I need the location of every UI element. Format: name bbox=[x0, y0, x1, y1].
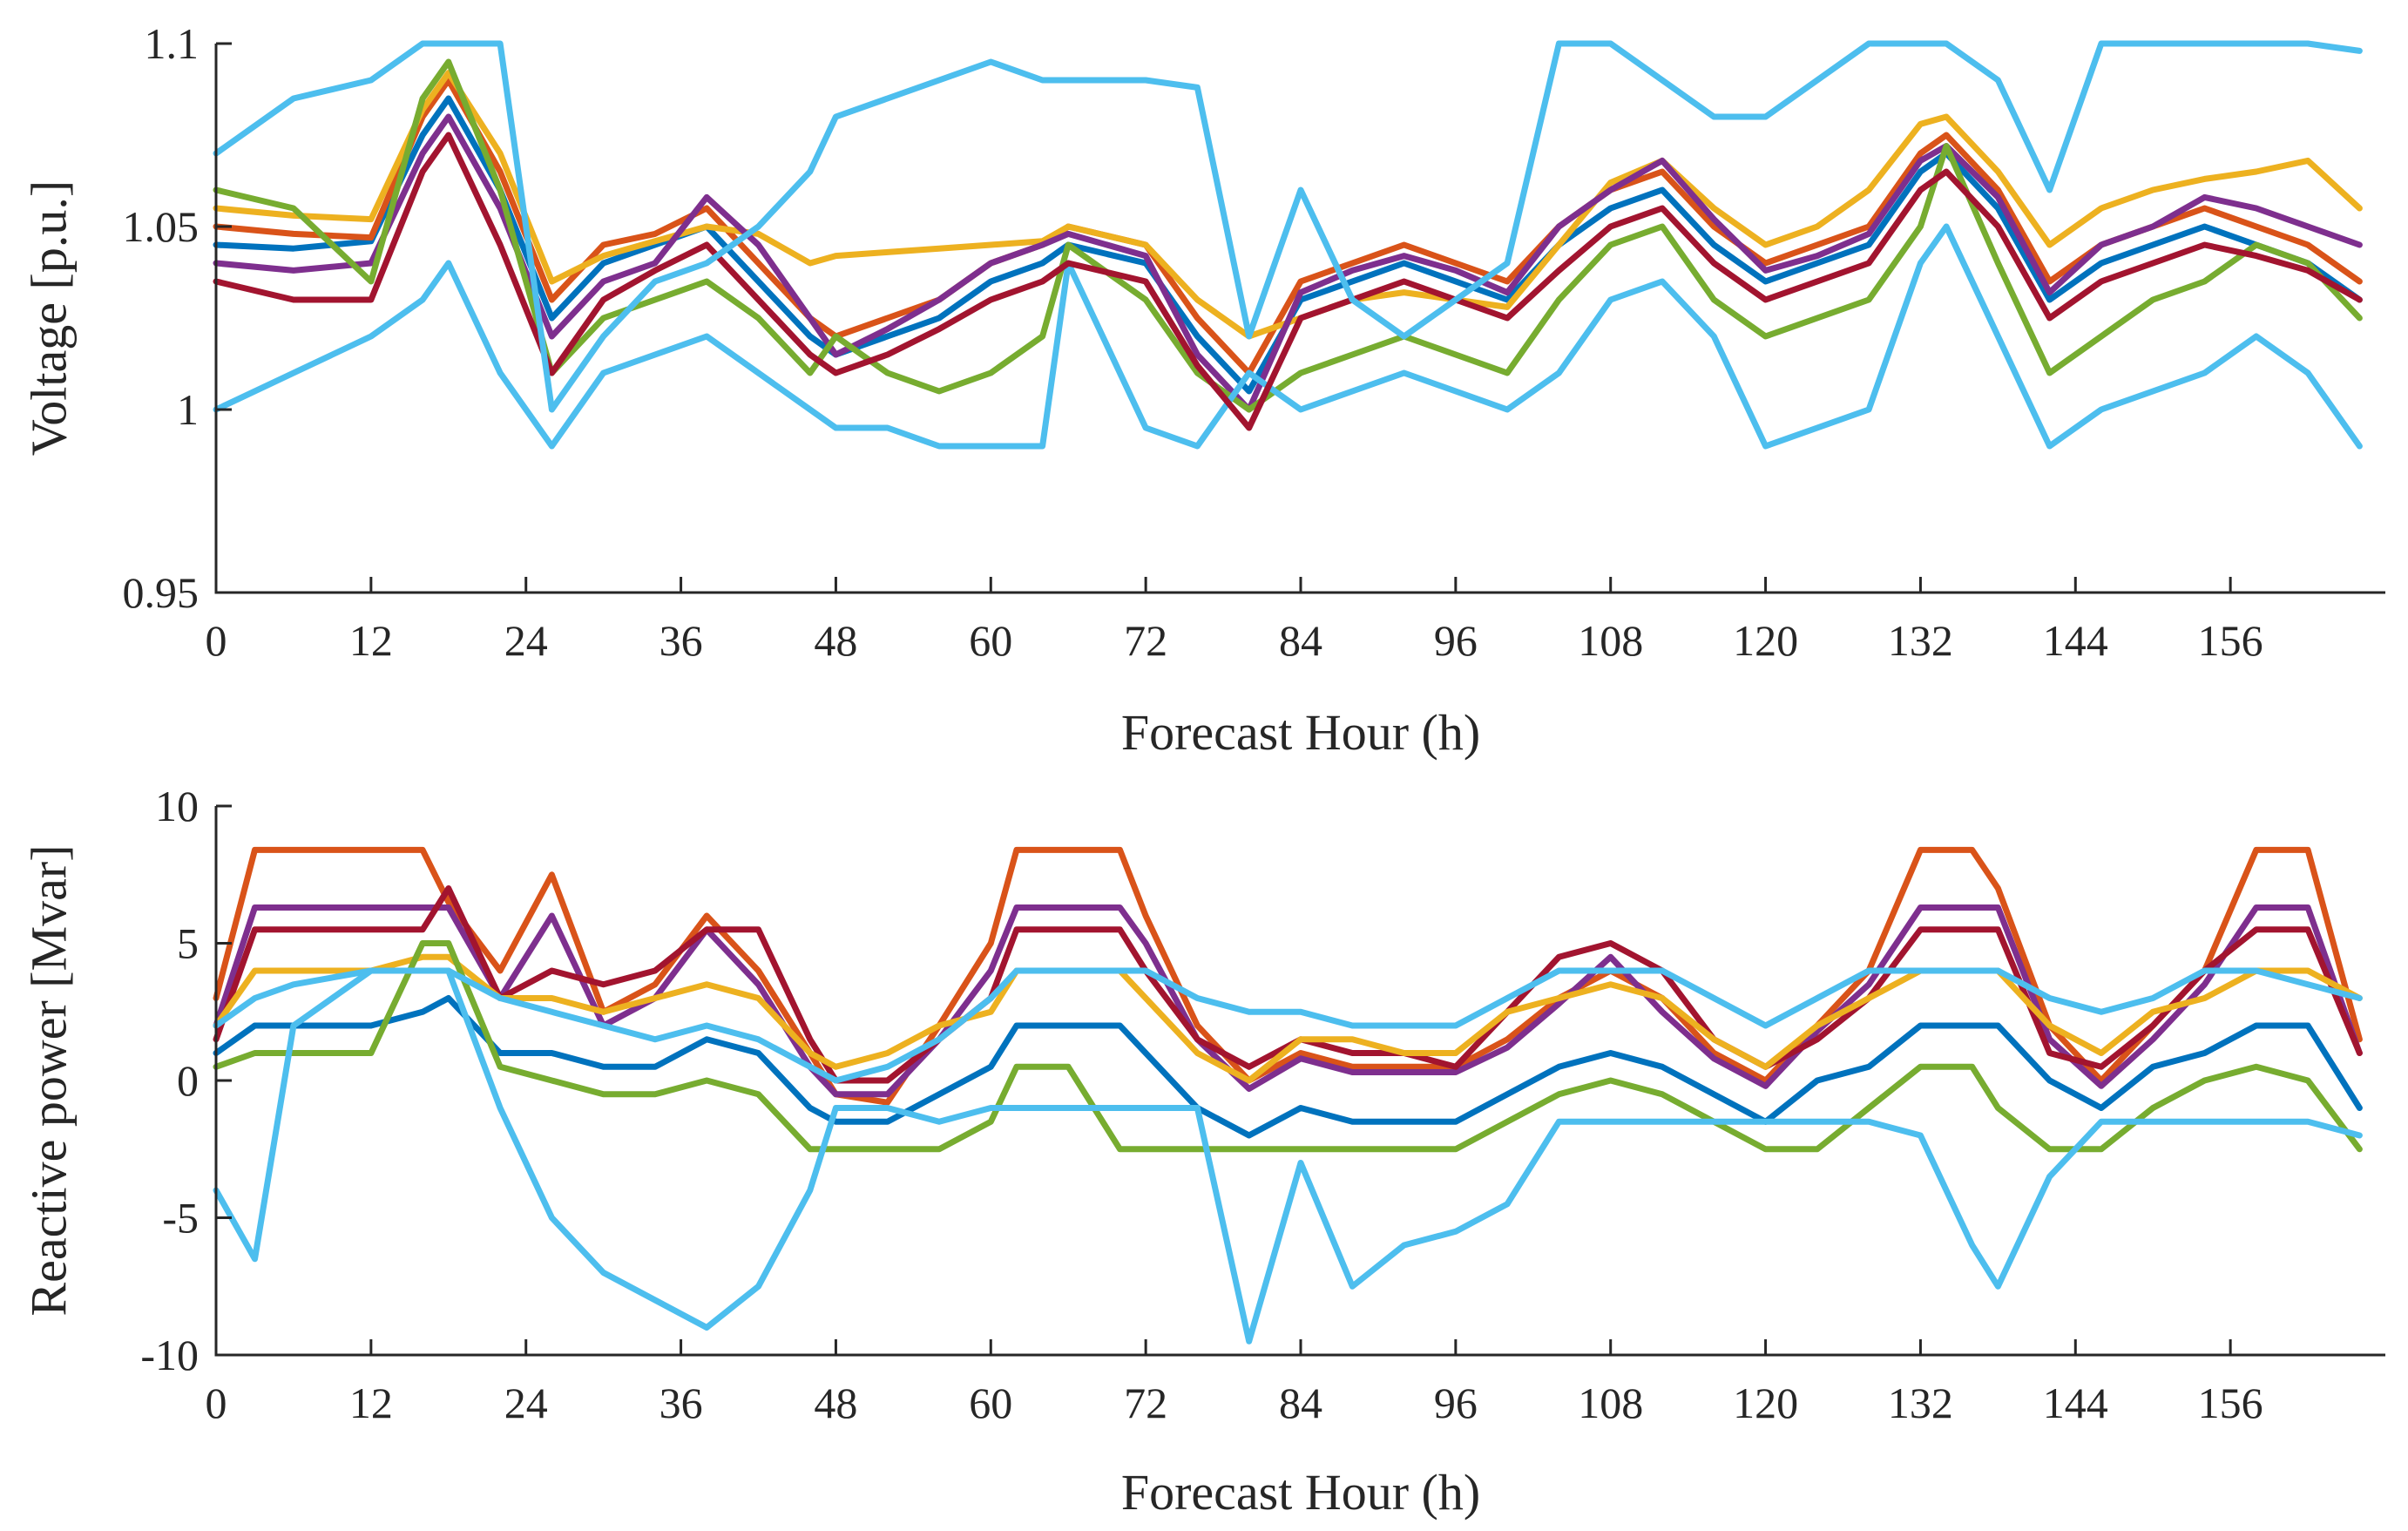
voltage-chart-x-axis-label: Forecast Hour (h) bbox=[1121, 704, 1480, 761]
voltage-chart-x-tick-label: 120 bbox=[1733, 616, 1798, 665]
reactive-power-chart-x-axis-label: Forecast Hour (h) bbox=[1121, 1464, 1480, 1521]
reactive-power-chart-y-tick-label: 0 bbox=[177, 1056, 199, 1105]
reactive-power-chart-x-tick-label: 12 bbox=[349, 1379, 393, 1427]
voltage-chart-x-tick-label: 48 bbox=[814, 616, 857, 665]
reactive-power-chart-x-tick-label: 36 bbox=[659, 1379, 703, 1427]
reactive-power-chart-y-tick-label: -10 bbox=[140, 1331, 199, 1379]
reactive-power-chart: 0 12 24 36 48 60 72 84 96 108 120 132 144 156 -10 -5 0 5 1… bbox=[20, 782, 2385, 1521]
voltage-chart-x-tick-label: 108 bbox=[1578, 616, 1643, 665]
voltage-chart-x-tick-label: 144 bbox=[2043, 616, 2108, 665]
reactive-power-chart-x-tick-label: 0 bbox=[206, 1379, 227, 1427]
voltage-chart: 0 12 24 36 48 60 72 84 96 108 120 132 144 156 0.95 1 1.0… bbox=[20, 19, 2385, 761]
reactive-power-chart-series-bus-6 bbox=[213, 940, 2363, 1153]
voltage-chart-series-bus-2 bbox=[213, 77, 2363, 376]
voltage-chart-x-tick-label: 12 bbox=[349, 616, 393, 665]
voltage-chart-x-tick-label: 60 bbox=[969, 616, 1012, 665]
reactive-power-chart-x-tick-label: 84 bbox=[1279, 1379, 1322, 1427]
reactive-power-chart-x-tick-label: 144 bbox=[2043, 1379, 2108, 1427]
reactive-power-chart-x-tick-label: 120 bbox=[1733, 1379, 1798, 1427]
reactive-power-chart-y-axis-label: Reactive power [Mvar] bbox=[20, 844, 77, 1316]
reactive-power-chart-x-tick-label: 132 bbox=[1888, 1379, 1953, 1427]
voltage-chart-y-axis-label: Voltage [p.u.] bbox=[20, 180, 77, 456]
reactive-power-chart-x-tick-label: 156 bbox=[2198, 1379, 2263, 1427]
reactive-power-chart-x-tick-label: 96 bbox=[1434, 1379, 1478, 1427]
voltage-chart-x-tick-label: 72 bbox=[1124, 616, 1167, 665]
voltage-chart-x-tick-label: 132 bbox=[1888, 616, 1953, 665]
voltage-chart-y-tick-label: 1.1 bbox=[145, 19, 200, 68]
reactive-power-chart-series-bus-5 bbox=[213, 995, 2363, 1139]
voltage-chart-x-tick-label: 24 bbox=[504, 616, 548, 665]
voltage-chart-x-tick-label: 36 bbox=[659, 616, 703, 665]
voltage-chart-series-bus-8 bbox=[213, 40, 2363, 413]
reactive-power-chart-y-tick-label: -5 bbox=[162, 1194, 199, 1243]
voltage-chart-x-tick-label: 156 bbox=[2198, 616, 2263, 665]
reactive-power-chart-x-tick-label: 72 bbox=[1124, 1379, 1167, 1427]
voltage-chart-x-tick-label: 0 bbox=[206, 616, 227, 665]
reactive-power-chart-x-tick-label: 24 bbox=[504, 1379, 548, 1427]
reactive-power-chart-series-bus-2 bbox=[213, 904, 2363, 1098]
voltage-chart-series-bus-7 bbox=[213, 132, 2363, 431]
voltage-chart-x-tick-label: 84 bbox=[1279, 616, 1322, 665]
voltage-chart-series-bus-5 bbox=[213, 58, 2363, 413]
voltage-chart-y-tick-label: 1 bbox=[177, 385, 199, 434]
voltage-chart-series-bus-6 bbox=[213, 223, 2363, 450]
reactive-power-chart-series-bus-3 bbox=[213, 885, 2363, 1084]
reactive-power-chart-x-tick-label: 60 bbox=[969, 1379, 1012, 1427]
voltage-chart-y-tick-label: 0.95 bbox=[123, 568, 200, 617]
reactive-power-chart-x-tick-label: 108 bbox=[1578, 1379, 1643, 1427]
reactive-power-chart-y-tick-label: 10 bbox=[155, 782, 199, 830]
reactive-power-chart-y-tick-label: 5 bbox=[177, 919, 199, 968]
reactive-power-chart-series-bus-7 bbox=[213, 967, 2363, 1345]
voltage-chart-x-tick-label: 96 bbox=[1434, 616, 1478, 665]
reactive-power-chart-series-bus-8 bbox=[213, 967, 2363, 1084]
voltage-chart-series-bus-4 bbox=[213, 113, 2363, 413]
voltage-chart-y-tick-label: 1.05 bbox=[123, 202, 200, 251]
reactive-power-chart-x-tick-label: 48 bbox=[814, 1379, 857, 1427]
